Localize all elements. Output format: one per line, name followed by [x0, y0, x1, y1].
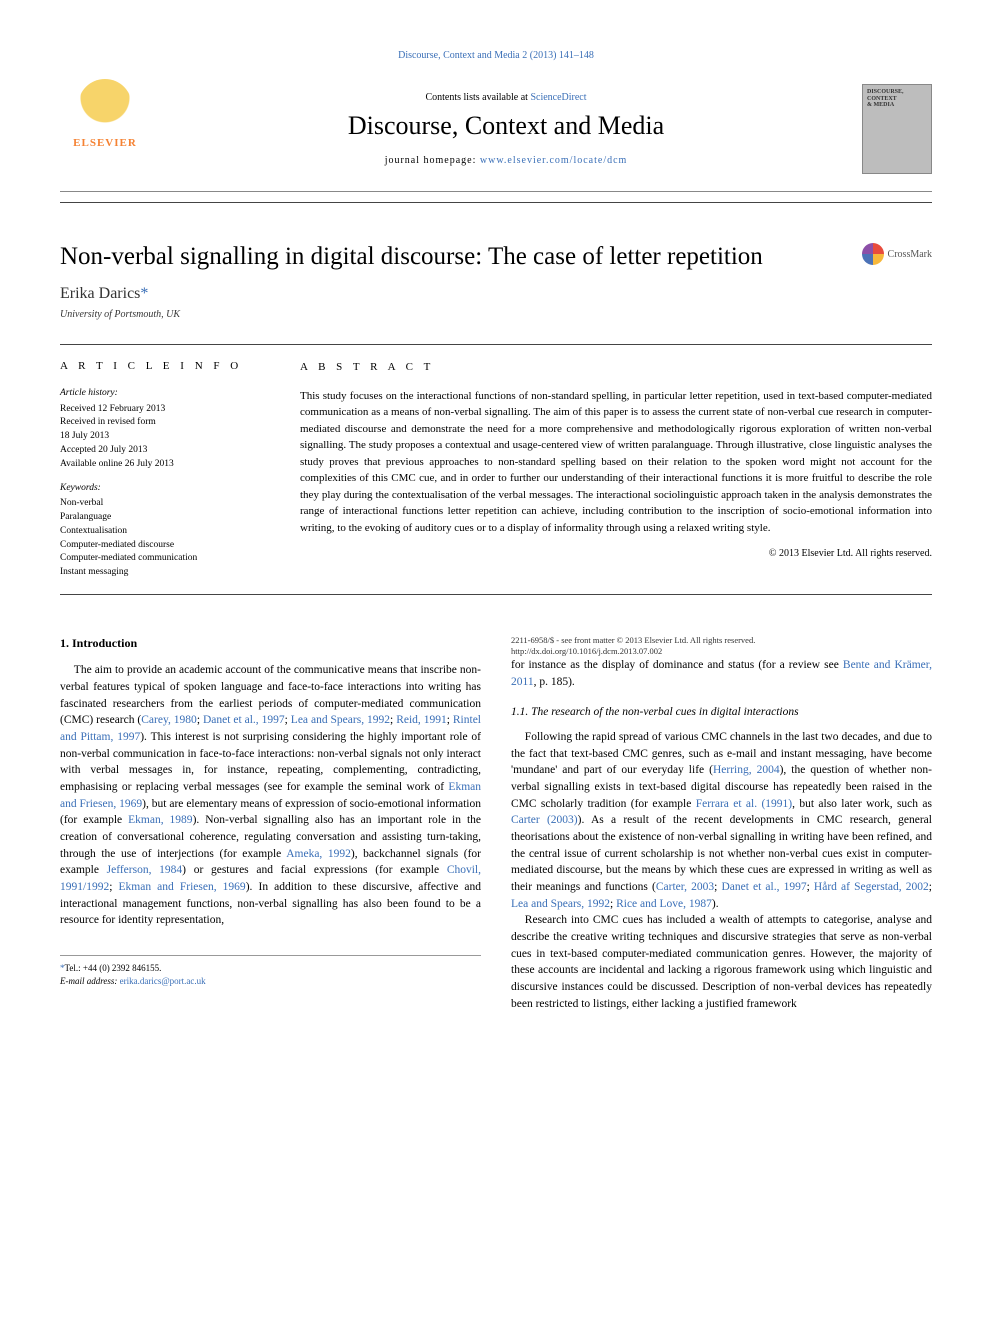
citation-link[interactable]: Danet et al., 1997 — [203, 714, 285, 726]
cover-line-1: DISCOURSE, — [867, 89, 927, 96]
citation-link[interactable]: Ekman and Friesen, 1969 — [119, 881, 246, 893]
keyword: Contextualisation — [60, 525, 260, 539]
abstract-text: This study focuses on the interactional … — [300, 388, 932, 537]
body-columns: 1. Introduction The aim to provide an ac… — [60, 635, 932, 1013]
keyword: Instant messaging — [60, 566, 260, 580]
affiliation: University of Portsmouth, UK — [60, 309, 932, 320]
citation-link[interactable]: Danet et al., 1997 — [721, 881, 806, 893]
abstract-copyright: © 2013 Elsevier Ltd. All rights reserved… — [300, 546, 932, 561]
keyword: Computer-mediated discourse — [60, 539, 260, 553]
email-link[interactable]: erika.darics@port.ac.uk — [120, 976, 206, 986]
footnote: *Tel.: +44 (0) 2392 846155. E-mail addre… — [60, 955, 481, 987]
history-label: Article history: — [60, 387, 260, 401]
cover-line-3: & MEDIA — [867, 102, 927, 109]
contents-line: Contents lists available at ScienceDirec… — [170, 92, 842, 103]
citation-link[interactable]: Rice and Love, 1987 — [616, 898, 712, 910]
citation-link[interactable]: Lea and Spears, 1992 — [511, 898, 610, 910]
keyword: Computer-mediated communication — [60, 552, 260, 566]
citation-link[interactable]: Carter (2003) — [511, 814, 578, 826]
keywords-label: Keywords: — [60, 482, 260, 496]
section-1-1-heading: 1.1. The research of the non-verbal cues… — [511, 704, 932, 721]
journal-header: ELSEVIER Contents lists available at Sci… — [60, 71, 932, 192]
citation-link[interactable]: Carey, 1980 — [141, 714, 197, 726]
sciencedirect-link[interactable]: ScienceDirect — [530, 92, 586, 103]
footer-meta: 2211-6958/$ - see front matter © 2013 El… — [511, 635, 932, 657]
article-info: A R T I C L E I N F O Article history: R… — [60, 359, 260, 580]
corresponding-star[interactable]: * — [140, 285, 148, 302]
homepage-link[interactable]: www.elsevier.com/locate/dcm — [480, 155, 627, 166]
homepage-line: journal homepage: www.elsevier.com/locat… — [170, 155, 842, 166]
header-center: Contents lists available at ScienceDirec… — [170, 92, 842, 166]
publisher-tree-icon — [78, 79, 132, 133]
abstract: A B S T R A C T This study focuses on th… — [300, 359, 932, 580]
citation-link[interactable]: Ferrara et al. (1991) — [696, 798, 792, 810]
citation-link[interactable]: Jefferson, 1984 — [107, 864, 183, 876]
body-paragraph: Research into CMC cues has included a we… — [511, 912, 932, 1012]
received-date: Received 12 February 2013 — [60, 403, 260, 417]
author-line: Erika Darics* — [60, 285, 932, 303]
journal-cover-thumb: DISCOURSE, CONTEXT & MEDIA — [862, 84, 932, 174]
crossmark-icon — [862, 243, 884, 265]
keyword: Paralanguage — [60, 511, 260, 525]
abstract-heading: A B S T R A C T — [300, 359, 932, 376]
revised-label: Received in revised form — [60, 416, 260, 430]
cover-line-2: CONTEXT — [867, 96, 927, 103]
homepage-prefix: journal homepage: — [385, 155, 480, 166]
citation-link[interactable]: Reid, 1991 — [396, 714, 447, 726]
meta-row: A R T I C L E I N F O Article history: R… — [60, 344, 932, 595]
accepted-date: Accepted 20 July 2013 — [60, 444, 260, 458]
keyword: Non-verbal — [60, 497, 260, 511]
citation-link[interactable]: Ameka, 1992 — [286, 848, 351, 860]
journal-title: Discourse, Context and Media — [170, 111, 842, 141]
crossmark-label: CrossMark — [888, 249, 932, 260]
citation-link[interactable]: Carter, 2003 — [656, 881, 714, 893]
body-paragraph: Following the rapid spread of various CM… — [511, 729, 932, 912]
body-paragraph: for instance as the display of dominance… — [511, 657, 932, 690]
publisher-logo: ELSEVIER — [60, 79, 150, 179]
publisher-name: ELSEVIER — [73, 137, 137, 149]
header-rule — [60, 202, 932, 203]
issn-line: 2211-6958/$ - see front matter © 2013 El… — [511, 635, 932, 646]
author-name: Erika Darics — [60, 285, 140, 302]
body-paragraph: The aim to provide an academic account o… — [60, 662, 481, 929]
journal-citation[interactable]: Discourse, Context and Media 2 (2013) 14… — [60, 50, 932, 61]
contents-prefix: Contents lists available at — [425, 92, 530, 103]
section-1-heading: 1. Introduction — [60, 635, 481, 652]
citation-link[interactable]: Lea and Spears, 1992 — [291, 714, 390, 726]
email-label: E-mail address: — [60, 976, 120, 986]
revised-date: 18 July 2013 — [60, 430, 260, 444]
online-date: Available online 26 July 2013 — [60, 458, 260, 472]
article-title: Non-verbal signalling in digital discour… — [60, 243, 763, 271]
citation-link[interactable]: Hård af Segerstad, 2002 — [814, 881, 929, 893]
crossmark-badge[interactable]: CrossMark — [862, 243, 932, 265]
doi-line[interactable]: http://dx.doi.org/10.1016/j.dcm.2013.07.… — [511, 646, 932, 657]
citation-link[interactable]: Ekman, 1989 — [128, 814, 192, 826]
citation-link[interactable]: Herring, 2004 — [713, 764, 780, 776]
footnote-tel: Tel.: +44 (0) 2392 846155. — [65, 963, 162, 973]
info-heading: A R T I C L E I N F O — [60, 359, 260, 375]
